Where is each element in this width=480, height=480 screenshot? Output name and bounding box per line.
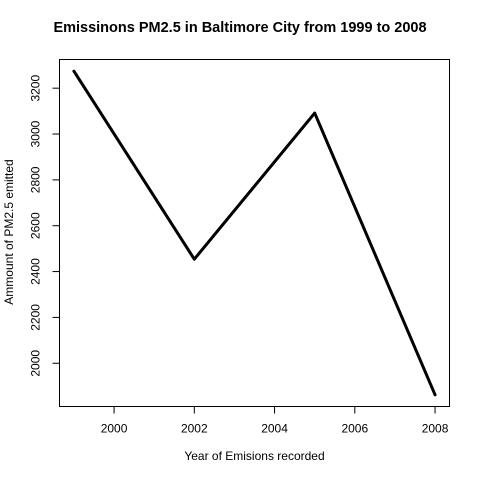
axes: 2000 2002 2004 2006 2008 2000 2200 2400 2600 2800… (29, 75, 449, 436)
x-tick-label: 2008 (422, 422, 449, 436)
x-tick-label: 2000 (101, 422, 128, 436)
y-tick-label: 2600 (29, 212, 43, 239)
x-axis-label: Year of Emisions recorded (184, 449, 325, 463)
y-tick-label: 2200 (29, 304, 43, 331)
x-tick-label: 2002 (181, 422, 208, 436)
series-group (72, 69, 437, 397)
plot-frame (59, 59, 450, 407)
chart-title: Emissinons PM2.5 in Baltimore City from … (53, 20, 427, 36)
x-tick-label: 2004 (261, 422, 288, 436)
series-line (72, 69, 437, 397)
x-tick-label: 2006 (341, 422, 368, 436)
y-tick-label: 2400 (29, 258, 43, 285)
y-tick-label: 2800 (29, 166, 43, 193)
y-tick-label: 3200 (29, 75, 43, 102)
y-tick-label: 3000 (29, 120, 43, 147)
y-axis-label: Ammount of PM2.5 emitted (2, 159, 16, 305)
y-tick-label: 2000 (29, 350, 43, 377)
